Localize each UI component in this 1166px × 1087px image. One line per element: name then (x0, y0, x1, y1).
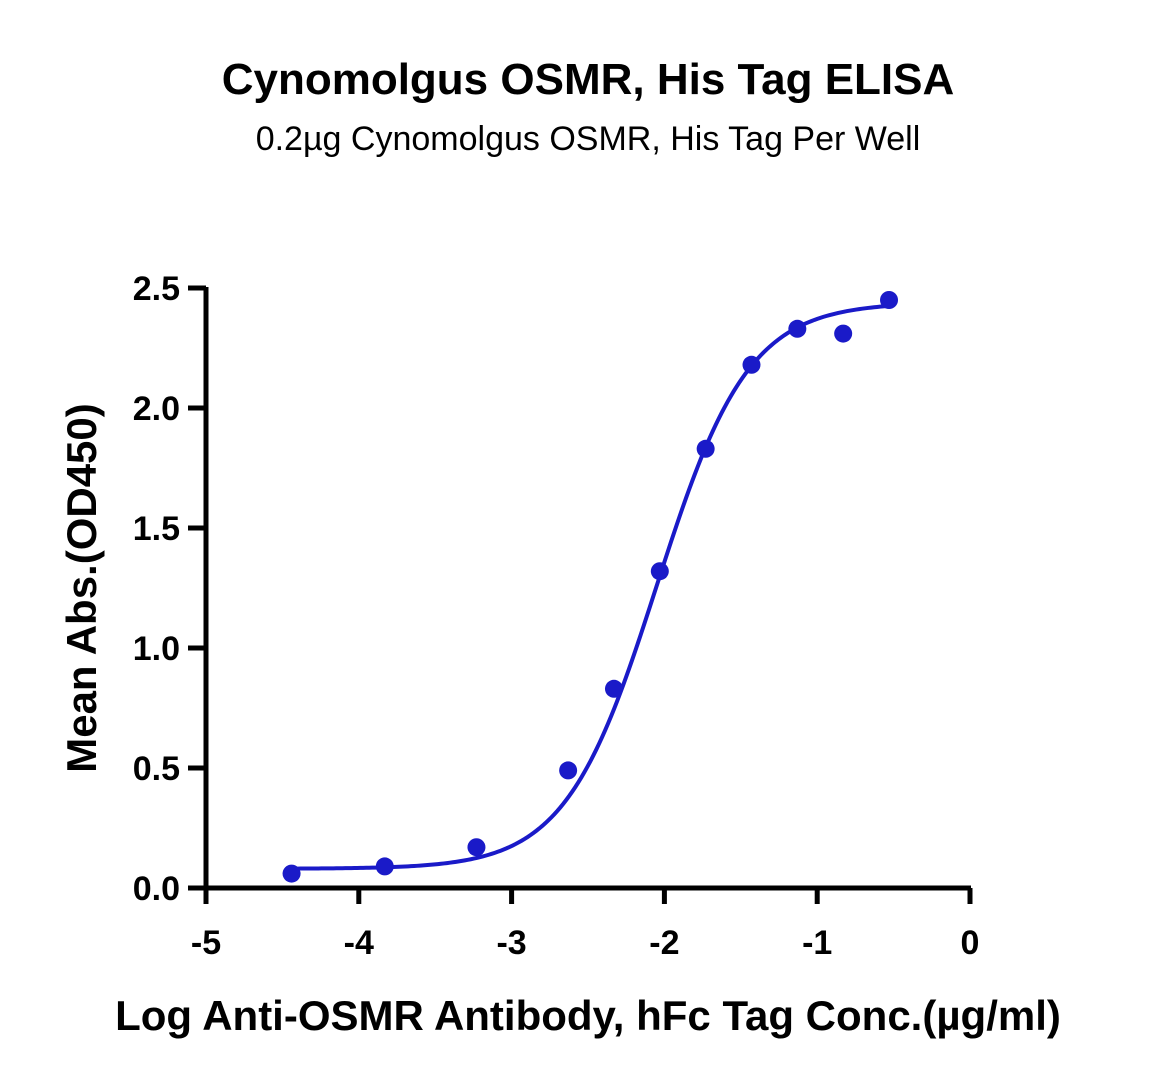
chart-title: Cynomolgus OSMR, His Tag ELISA (222, 55, 955, 104)
x-axis-label: Log Anti-OSMR Antibody, hFc Tag Conc.(µg… (115, 992, 1061, 1039)
data-point (834, 324, 853, 343)
y-axis-label: Mean Abs.(OD450) (58, 403, 105, 773)
y-tick-label: 1.0 (133, 630, 180, 668)
x-tick-label: 0 (961, 924, 980, 962)
y-tick-label: 2.5 (133, 270, 180, 308)
data-point (559, 761, 578, 780)
data-point (467, 838, 486, 857)
y-tick-label: 1.5 (133, 510, 180, 548)
chart-subtitle: 0.2µg Cynomolgus OSMR, His Tag Per Well (256, 120, 921, 158)
data-point (788, 319, 807, 338)
y-tick-label: 2.0 (133, 390, 180, 428)
x-tick-label: -5 (191, 924, 221, 962)
data-point (742, 355, 761, 374)
data-point (650, 562, 669, 581)
data-point (375, 857, 394, 876)
data-point (282, 864, 301, 883)
data-points (282, 291, 899, 883)
fit-curve (291, 303, 890, 871)
x-tick-label: -4 (344, 924, 374, 962)
y-tick-label: 0.5 (133, 750, 180, 788)
data-point (696, 439, 715, 458)
x-tick-label: -2 (649, 924, 679, 962)
data-point (880, 291, 899, 309)
x-tick-label: -3 (496, 924, 526, 962)
x-axis-ticks: -5 -4 -3 -2 -1 0 (191, 888, 980, 962)
x-tick-label: -1 (802, 924, 832, 962)
data-point (604, 679, 623, 698)
y-axis-ticks: 0.0 0.5 1.0 1.5 2.0 2.5 (133, 270, 206, 908)
y-tick-label: 0.0 (133, 870, 180, 908)
